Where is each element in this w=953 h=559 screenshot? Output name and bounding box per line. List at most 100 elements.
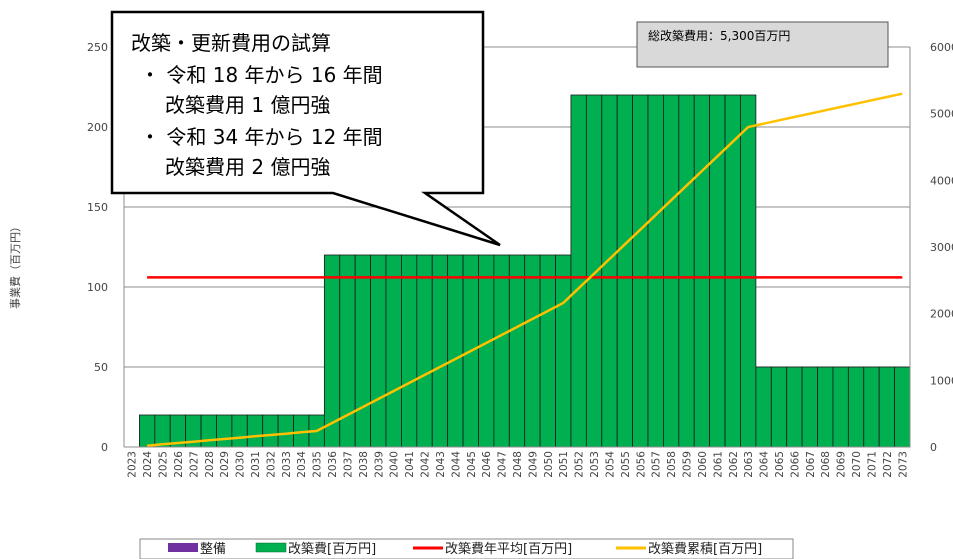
right-tick-label: 3000 (930, 241, 953, 254)
bar (786, 366, 803, 448)
bar (524, 254, 541, 448)
legend-swatch (255, 542, 287, 553)
legend: 整備 改築費[百万円] 改築費年平均[百万円] 改築費累積[百万円] (139, 538, 794, 559)
x-tick-label: 2060 (697, 451, 709, 478)
bar (863, 366, 880, 448)
cumulative-line (146, 92, 903, 447)
bar (539, 254, 556, 448)
x-tick-label: 2027 (188, 451, 200, 478)
x-tick-label: 2046 (481, 451, 493, 478)
bar (894, 366, 911, 448)
bar (832, 366, 849, 448)
x-tick-label: 2047 (497, 451, 509, 478)
x-tick-label: 2055 (620, 451, 632, 478)
legend-swatch (168, 543, 198, 552)
x-tick-label: 2061 (712, 451, 724, 478)
bar (585, 94, 603, 448)
bar (755, 366, 772, 448)
callout-line1: ・ 令和 18 年から 16 年間 (140, 63, 383, 87)
x-tick-label: 2023 (127, 451, 139, 478)
x-tick-label: 2035 (312, 451, 324, 478)
bar (709, 94, 726, 448)
x-tick-label: 2045 (466, 451, 478, 478)
right-tick-label: 1000 (930, 374, 953, 387)
x-tick-label: 2032 (265, 451, 277, 478)
total-cost-box: 総改築費用：5,300百万円 (636, 21, 889, 68)
bar (277, 414, 294, 448)
x-tick-label: 2050 (543, 451, 555, 478)
bar (493, 254, 510, 448)
bar (231, 414, 248, 448)
bar (570, 94, 587, 448)
x-tick-label: 2024 (142, 451, 154, 478)
x-tick-label: 2056 (635, 451, 647, 478)
x-tick-label: 2064 (759, 451, 771, 478)
x-tick-label: 2042 (420, 451, 432, 478)
bar (401, 254, 418, 448)
y-axis-label: 事業費（百万円） (8, 221, 22, 309)
bar (416, 254, 433, 448)
x-tick-label: 2065 (774, 451, 786, 478)
x-tick-label: 2040 (389, 451, 401, 478)
right-tick-label: 4000 (930, 174, 953, 187)
bar (154, 414, 171, 448)
x-tick-label: 2052 (574, 451, 586, 478)
legend-item-seibi: 整備 (168, 541, 226, 557)
bar (508, 254, 526, 448)
x-tick-label: 2048 (512, 451, 524, 478)
x-tick-label: 2043 (435, 451, 447, 478)
bar (385, 254, 402, 448)
bar (447, 254, 464, 448)
bar (601, 94, 618, 448)
bar (817, 366, 834, 448)
bar (847, 366, 865, 448)
right-tick-label: 2000 (930, 308, 953, 321)
x-tick-label: 2034 (296, 451, 308, 478)
right-tick-label: 5000 (930, 108, 953, 121)
x-tick-label: 2029 (219, 451, 231, 478)
bar (216, 414, 233, 448)
x-tick-label: 2068 (820, 451, 832, 478)
x-tick-label: 2051 (558, 451, 570, 478)
legend-label: 整備 (200, 541, 226, 557)
left-tick-label: 250 (87, 41, 108, 54)
x-tick-label: 2070 (851, 451, 863, 478)
legend-label: 改築費[百万円] (288, 542, 376, 557)
bar (693, 94, 711, 448)
bar (431, 254, 449, 448)
legend-label: 改築費年平均[百万円] (445, 542, 572, 557)
bar (801, 366, 818, 448)
callout-line4: 改築費用 2 億円強 (165, 155, 330, 179)
line-series (146, 92, 903, 447)
bar (663, 94, 680, 448)
x-tick-label: 2059 (682, 451, 694, 478)
x-tick-label: 2039 (373, 451, 385, 478)
x-tick-label: 2026 (173, 451, 185, 478)
x-tick-label: 2063 (743, 451, 755, 478)
bar (770, 366, 788, 448)
legend-item-average: 改築費年平均[百万円] (413, 542, 572, 557)
left-tick-label: 100 (87, 281, 108, 294)
x-tick-label: 2069 (836, 451, 848, 478)
x-axis-ticks: 2023 2024 2025 2026 2027 2028 2029 2030 2031 2032… (127, 451, 910, 478)
right-tick-label: 6000 (930, 41, 953, 54)
left-axis-ticks: 0 50 100 150 200 250 (87, 41, 108, 454)
x-tick-label: 2037 (342, 451, 354, 478)
bar (370, 254, 387, 448)
bar (647, 94, 664, 448)
left-tick-label: 150 (87, 201, 108, 214)
callout-line2: 改築費用 1 億円強 (165, 93, 330, 117)
callout-line3: ・ 令和 34 年から 12 年間 (140, 125, 383, 149)
left-tick-label: 50 (94, 361, 108, 374)
bar (200, 414, 217, 448)
total-cost-text: 総改築費用：5,300百万円 (648, 28, 790, 43)
x-tick-label: 2067 (805, 451, 817, 478)
x-tick-label: 2028 (204, 451, 216, 478)
bar (139, 414, 156, 448)
left-tick-label: 0 (101, 441, 108, 454)
bar (323, 254, 341, 448)
x-tick-label: 2030 (235, 451, 247, 478)
legend-label: 改築費累積[百万円] (648, 542, 762, 557)
bar (478, 254, 495, 448)
